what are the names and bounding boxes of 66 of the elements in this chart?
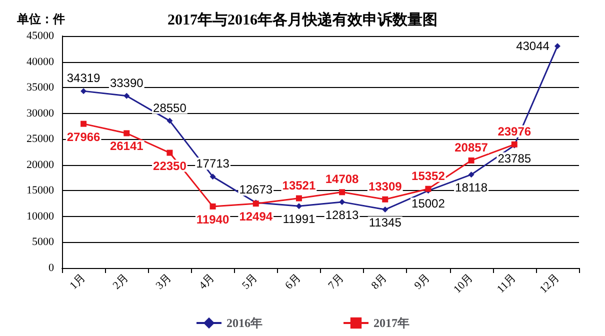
data-label: 13521 bbox=[282, 178, 316, 192]
legend-label: 2016年 bbox=[226, 316, 262, 330]
point bbox=[166, 150, 173, 156]
x-tick-label: 10月 bbox=[452, 272, 476, 296]
point bbox=[339, 189, 346, 196]
y-tick-label: 15000 bbox=[26, 184, 54, 197]
x-tick-label: 8月 bbox=[369, 272, 390, 292]
x-tick-label: 9月 bbox=[412, 272, 432, 292]
x-tick-label: 7月 bbox=[326, 272, 346, 292]
data-label: 12673 bbox=[239, 182, 273, 197]
data-label: 15002 bbox=[412, 196, 446, 211]
x-tick-label: 5月 bbox=[240, 272, 260, 292]
point bbox=[124, 130, 130, 136]
data-label: 15352 bbox=[412, 168, 446, 183]
data-label: 18118 bbox=[455, 180, 488, 195]
point bbox=[468, 157, 474, 164]
y-tick-label: 10000 bbox=[26, 210, 54, 222]
point bbox=[80, 120, 87, 127]
x-tick-label: 4月 bbox=[196, 272, 218, 292]
data-label: 20857 bbox=[454, 140, 488, 154]
data-label: 26141 bbox=[110, 139, 144, 154]
data-label: 27966 bbox=[66, 130, 101, 144]
point bbox=[296, 203, 302, 210]
text: 单位：件 bbox=[16, 12, 65, 26]
data-label: 33390 bbox=[110, 76, 144, 90]
point bbox=[80, 88, 87, 94]
point bbox=[554, 43, 560, 50]
y-tick-label: 40000 bbox=[26, 56, 54, 68]
point bbox=[382, 196, 388, 202]
data-label: 11345 bbox=[368, 216, 402, 230]
data-label: 11940 bbox=[196, 212, 230, 226]
point bbox=[210, 203, 216, 210]
data-label: 23785 bbox=[498, 151, 532, 166]
y-tick-label: 30000 bbox=[26, 107, 54, 120]
y-tick-label: 45000 bbox=[26, 30, 54, 42]
data-label: 43044 bbox=[516, 39, 550, 54]
data-label: 11991 bbox=[282, 212, 316, 226]
data-label: 13309 bbox=[368, 179, 402, 194]
x-tick-label: 2月 bbox=[110, 272, 131, 292]
chart-title: 2017年与2016年各月快递有效申诉数量图 bbox=[168, 10, 438, 28]
x-tick-label: 6月 bbox=[283, 272, 304, 292]
x-tick-label: 1月 bbox=[68, 272, 88, 292]
data-label: 14708 bbox=[325, 172, 360, 186]
x-tick-label: 3月 bbox=[154, 272, 174, 292]
data-label: 22350 bbox=[153, 158, 187, 173]
data-label: 12813 bbox=[325, 208, 360, 222]
y-tick-label: 20000 bbox=[26, 158, 54, 171]
y-tick-label: 5000 bbox=[32, 236, 54, 248]
point bbox=[210, 174, 216, 180]
x-tick-label: 12月 bbox=[538, 272, 562, 296]
x-tick-label: 11月 bbox=[494, 272, 519, 296]
point bbox=[296, 195, 302, 202]
point bbox=[166, 118, 173, 124]
point bbox=[382, 206, 388, 213]
data-label: 28550 bbox=[153, 100, 187, 115]
point bbox=[468, 172, 474, 178]
data-label: 12494 bbox=[239, 210, 273, 224]
y-tick-label: 35000 bbox=[26, 82, 54, 94]
data-label: 17713 bbox=[196, 156, 230, 171]
point bbox=[339, 198, 346, 205]
point bbox=[124, 92, 130, 99]
data-label: 34319 bbox=[66, 71, 101, 86]
y-tick-label: 0 bbox=[48, 262, 54, 274]
y-tick-label: 25000 bbox=[26, 133, 54, 146]
data-label: 23976 bbox=[498, 124, 532, 138]
legend-label: 2017年 bbox=[374, 316, 410, 330]
